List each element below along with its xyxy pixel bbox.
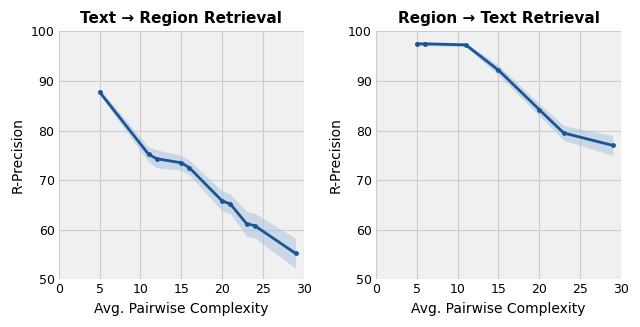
Point xyxy=(420,41,430,46)
Point xyxy=(250,223,260,228)
Point xyxy=(607,143,618,148)
Point xyxy=(559,130,569,136)
X-axis label: Avg. Pairwise Complexity: Avg. Pairwise Complexity xyxy=(94,302,268,316)
X-axis label: Avg. Pairwise Complexity: Avg. Pairwise Complexity xyxy=(411,302,586,316)
Title: Text → Region Retrieval: Text → Region Retrieval xyxy=(80,11,282,26)
Point xyxy=(217,198,227,203)
Point xyxy=(461,42,471,47)
Point xyxy=(143,152,154,157)
Point xyxy=(493,67,504,73)
Point xyxy=(95,89,105,95)
Point xyxy=(225,201,236,206)
Point xyxy=(184,165,195,170)
Y-axis label: R-Precision: R-Precision xyxy=(11,117,25,193)
Point xyxy=(534,107,545,112)
Point xyxy=(152,156,162,162)
Title: Region → Text Retrieval: Region → Text Retrieval xyxy=(397,11,600,26)
Point xyxy=(176,160,186,165)
Y-axis label: R-Precision: R-Precision xyxy=(328,117,342,193)
Point xyxy=(241,221,252,226)
Point xyxy=(412,41,422,46)
Point xyxy=(291,251,301,256)
